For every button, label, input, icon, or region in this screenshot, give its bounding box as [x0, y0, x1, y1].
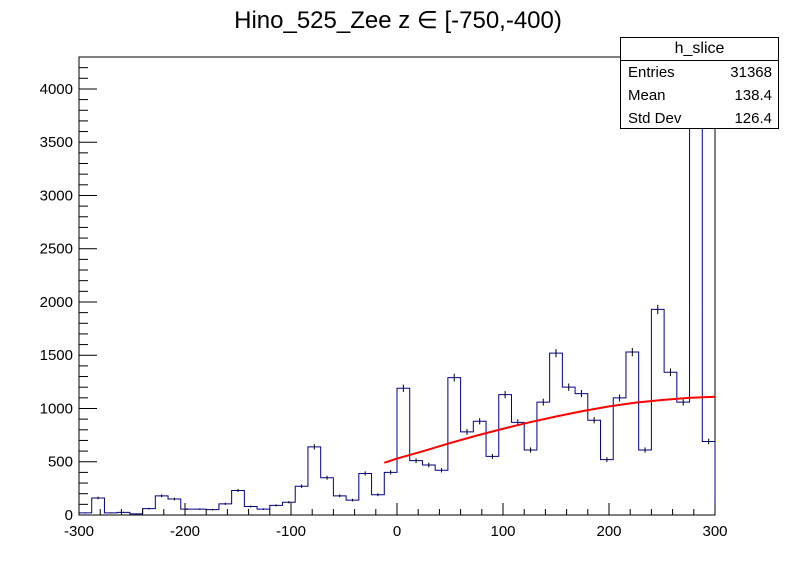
- stats-value-stddev: 126.4: [734, 110, 772, 127]
- y-tick-label: 2500: [40, 241, 73, 258]
- x-tick-label: 200: [596, 523, 621, 540]
- histogram-outline: [78, 87, 716, 515]
- y-tick-label: 3500: [40, 134, 73, 151]
- stats-label-entries: Entries: [628, 64, 675, 81]
- y-tick-label: 3000: [40, 187, 73, 204]
- stats-value-mean: 138.4: [734, 87, 772, 104]
- stats-value-entries: 31368: [730, 64, 772, 81]
- chart-title: Hino_525_Zee z ∈ [-750,-400): [234, 7, 562, 34]
- stats-box: h_slice Entries 31368 Mean 138.4 Std Dev…: [620, 37, 779, 129]
- stats-title: h_slice: [621, 38, 778, 61]
- y-tick-label: 500: [48, 454, 73, 471]
- x-tick-label: -300: [64, 523, 94, 540]
- y-tick-label: 1500: [40, 347, 73, 364]
- stats-row-mean: Mean 138.4: [621, 84, 778, 107]
- y-tick-label: 1000: [40, 400, 73, 417]
- x-tick-label: -200: [170, 523, 200, 540]
- stats-row-entries: Entries 31368: [621, 61, 778, 84]
- y-tick-label: 2000: [40, 294, 73, 311]
- fit-curve: [383, 395, 716, 464]
- x-tick-label: 100: [490, 523, 515, 540]
- x-tick-label: -100: [276, 523, 306, 540]
- stats-label-mean: Mean: [628, 87, 666, 104]
- x-tick-label: 0: [393, 523, 401, 540]
- y-tick-label: 0: [65, 507, 73, 524]
- stats-row-stddev: Std Dev 126.4: [621, 107, 778, 130]
- y-tick-label: 4000: [40, 81, 73, 98]
- x-tick-label: 300: [702, 523, 727, 540]
- stats-label-stddev: Std Dev: [628, 110, 682, 127]
